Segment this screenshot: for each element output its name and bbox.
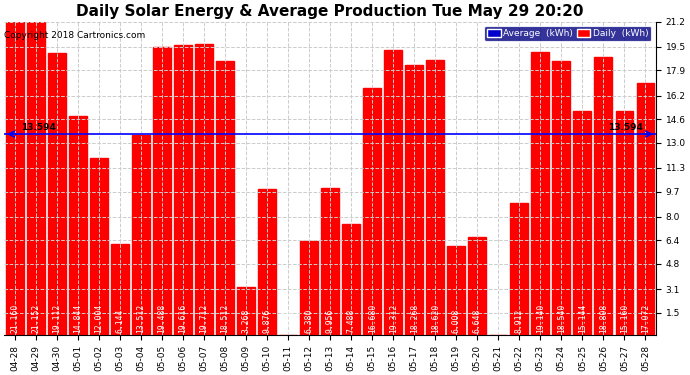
Bar <box>531 52 549 335</box>
Bar <box>90 158 108 335</box>
Bar <box>595 57 612 335</box>
Text: 16.680: 16.680 <box>368 304 377 333</box>
Bar <box>48 53 66 335</box>
Bar <box>384 50 402 335</box>
Bar <box>447 246 465 335</box>
Bar <box>237 286 255 335</box>
Bar <box>300 241 318 335</box>
Text: 6.008: 6.008 <box>452 309 461 333</box>
Bar <box>615 111 633 335</box>
Text: 21.160: 21.160 <box>10 304 19 333</box>
Title: Daily Solar Energy & Average Production Tue May 29 20:20: Daily Solar Energy & Average Production … <box>77 4 584 19</box>
Text: 14.844: 14.844 <box>73 304 82 333</box>
Bar <box>111 244 129 335</box>
Text: 9.876: 9.876 <box>262 309 271 333</box>
Bar <box>573 111 591 335</box>
Legend: Average  (kWh), Daily  (kWh): Average (kWh), Daily (kWh) <box>484 26 651 41</box>
Text: 13.594: 13.594 <box>609 123 643 132</box>
Bar <box>153 47 171 335</box>
Text: 0.000: 0.000 <box>284 309 293 333</box>
Text: 18.540: 18.540 <box>557 304 566 333</box>
Text: 13.512: 13.512 <box>137 304 146 333</box>
Bar <box>405 65 423 335</box>
Text: 0.000: 0.000 <box>494 309 503 333</box>
Text: 18.268: 18.268 <box>410 304 419 333</box>
Text: 6.144: 6.144 <box>115 309 124 333</box>
Text: 6.648: 6.648 <box>473 309 482 333</box>
Text: 17.072: 17.072 <box>641 304 650 333</box>
Bar <box>511 203 529 335</box>
Text: 9.956: 9.956 <box>326 309 335 333</box>
Bar <box>195 44 213 335</box>
Bar <box>469 237 486 335</box>
Text: 19.488: 19.488 <box>157 304 166 333</box>
Text: 19.616: 19.616 <box>179 304 188 333</box>
Text: 19.312: 19.312 <box>388 304 397 333</box>
Bar <box>426 60 444 335</box>
Text: 19.112: 19.112 <box>52 304 61 333</box>
Text: Copyright 2018 Cartronics.com: Copyright 2018 Cartronics.com <box>4 31 146 40</box>
Bar <box>69 116 87 335</box>
Bar <box>321 188 339 335</box>
Bar <box>258 189 276 335</box>
Text: 15.144: 15.144 <box>578 304 587 333</box>
Text: 13.594: 13.594 <box>21 123 56 132</box>
Bar <box>132 135 150 335</box>
Text: 3.268: 3.268 <box>241 309 250 333</box>
Text: 19.712: 19.712 <box>199 304 208 333</box>
Text: 8.912: 8.912 <box>515 309 524 333</box>
Bar <box>363 88 381 335</box>
Text: 7.488: 7.488 <box>346 309 355 333</box>
Bar <box>637 83 654 335</box>
Bar <box>27 22 45 335</box>
Text: 18.808: 18.808 <box>599 304 608 333</box>
Text: 19.140: 19.140 <box>536 304 545 333</box>
Bar <box>174 45 192 335</box>
Text: 18.512: 18.512 <box>220 304 230 333</box>
Bar <box>553 61 571 335</box>
Text: 21.152: 21.152 <box>31 304 40 333</box>
Text: 6.380: 6.380 <box>304 309 313 333</box>
Text: 12.004: 12.004 <box>95 304 103 333</box>
Text: 18.620: 18.620 <box>431 304 440 333</box>
Bar <box>342 224 360 335</box>
Text: 15.160: 15.160 <box>620 304 629 333</box>
Bar <box>6 22 23 335</box>
Bar <box>216 62 234 335</box>
